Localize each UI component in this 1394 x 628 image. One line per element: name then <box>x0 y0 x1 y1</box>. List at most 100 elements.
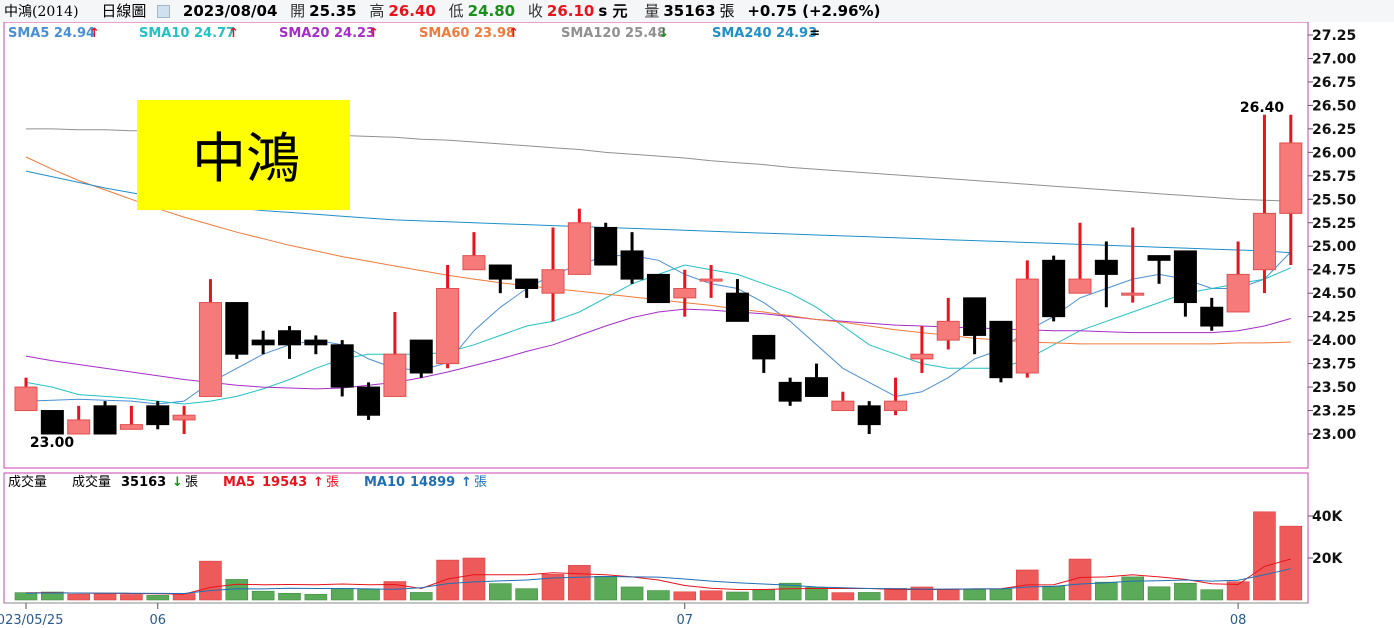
volume-bar <box>1226 581 1250 601</box>
candle-body <box>278 330 301 346</box>
ma5-legend-label: MA5 <box>223 475 255 490</box>
volume-bar <box>146 595 170 601</box>
price-unit: s 元 <box>598 2 628 20</box>
period-label: 日線圖 <box>101 2 147 20</box>
candle-body <box>1147 255 1171 261</box>
candle <box>409 339 433 378</box>
candle <box>1226 241 1250 313</box>
candle-body <box>778 381 802 402</box>
volume-bar <box>884 588 907 601</box>
candle <box>436 265 460 369</box>
candle <box>963 297 987 355</box>
candle-body <box>752 334 776 360</box>
open-value: 25.35 <box>309 2 357 20</box>
volume-bar <box>357 588 380 601</box>
candle-body <box>330 344 354 388</box>
candles <box>14 114 1303 435</box>
ma5-legend-unit: 張 <box>326 475 339 490</box>
candle <box>198 279 222 397</box>
volume-bar <box>831 592 855 601</box>
candle-body <box>488 264 512 280</box>
calendar-icon[interactable] <box>157 5 171 18</box>
ma-legend-text: SMA20 24.23 <box>279 26 375 41</box>
ma-line-sma20 <box>25 308 1291 390</box>
candle-body <box>1279 142 1303 214</box>
volume-bar <box>699 590 723 601</box>
date-axis: 2023/05/25 06 07 08 <box>0 602 1308 628</box>
candle <box>673 269 697 317</box>
candle <box>515 278 539 298</box>
volume-bar <box>93 593 117 601</box>
candle <box>462 232 486 271</box>
ma5-legend-arrow: ↑ <box>313 475 324 490</box>
volume-bar <box>1068 558 1092 601</box>
candle <box>1121 227 1145 303</box>
candle-body <box>119 424 143 430</box>
ma-legend-text: SMA5 24.94 <box>8 26 95 41</box>
candle-body <box>1226 273 1250 313</box>
volume-bar <box>594 575 618 601</box>
volume-unit: 張 <box>719 2 735 20</box>
close-label: 收 <box>527 2 543 20</box>
volume-bar <box>436 559 459 601</box>
candle <box>1147 255 1171 284</box>
candle-body <box>383 353 407 397</box>
volume-bar <box>409 592 433 601</box>
ma10-legend-value: 14899 <box>410 475 455 490</box>
y-tick-label: 27.00 <box>1312 51 1357 67</box>
candle <box>831 391 855 412</box>
candle <box>357 382 381 420</box>
candle <box>752 334 776 373</box>
y-tick-label: 24.75 <box>1312 263 1356 279</box>
candle <box>1252 114 1276 294</box>
volume-bar <box>936 588 960 601</box>
candle <box>1279 114 1303 266</box>
close-value: 26.10 <box>546 2 595 20</box>
volume-ma10-line <box>25 568 1291 595</box>
y-tick-label: 23.50 <box>1312 380 1357 396</box>
volume-bar <box>120 594 143 601</box>
candle <box>910 326 934 373</box>
ma-legend-item-sma120: SMA120 25.48↓ <box>561 26 669 41</box>
ma-legend-text: SMA10 24.77 <box>139 26 235 41</box>
candle-body <box>409 339 433 374</box>
volume-bar <box>515 588 538 601</box>
candle-body <box>567 222 591 275</box>
volume-bar <box>383 581 407 601</box>
candle-body <box>910 353 934 360</box>
volume-legend-arrow: ↓ <box>172 475 183 490</box>
candle-body <box>594 226 618 266</box>
candle <box>67 405 91 435</box>
candle <box>725 279 749 322</box>
ma10-legend-unit: 張 <box>474 475 487 490</box>
volume-bar <box>41 591 64 601</box>
candle <box>1094 241 1118 308</box>
volume-bar <box>1253 511 1276 601</box>
y-tick-label: 26.50 <box>1312 98 1357 114</box>
candle <box>778 377 802 406</box>
candle-body <box>14 386 38 412</box>
x-tick-label: 06 <box>149 613 166 628</box>
candle-body <box>857 405 881 426</box>
candle <box>1015 260 1039 378</box>
stock-chart[interactable]: SMA5 24.94↑ SMA10 24.77↑ SMA20 24.23↑ SMA60… <box>0 22 1394 628</box>
candle <box>805 363 828 397</box>
candle <box>119 405 143 430</box>
ma-legend-item-sma10: SMA10 24.77↑ <box>139 26 239 41</box>
candle-body <box>1173 250 1197 304</box>
candle <box>989 320 1013 383</box>
ma-legend-arrow: ↑ <box>89 26 100 41</box>
candle <box>383 311 407 397</box>
volume-bar <box>673 591 697 601</box>
candle-body <box>198 302 222 397</box>
candle <box>936 297 960 350</box>
y-tick-label: 23.25 <box>1312 404 1356 420</box>
volume-bar <box>568 565 591 601</box>
volume-bar <box>857 592 881 601</box>
volume-bar <box>726 591 749 601</box>
ma-legend-text: SMA60 23.98 <box>419 26 515 41</box>
candle <box>330 340 354 397</box>
volume-bar <box>963 589 986 601</box>
volume-label: 量 <box>644 2 660 20</box>
